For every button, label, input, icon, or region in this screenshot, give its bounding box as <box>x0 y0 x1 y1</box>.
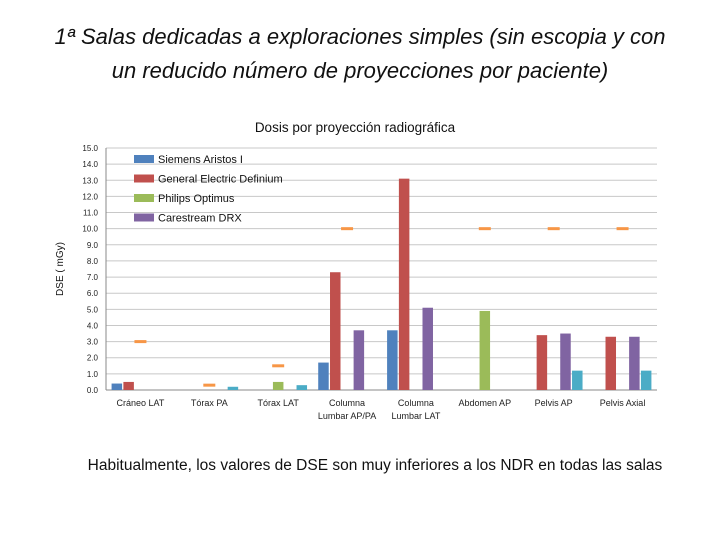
y-tick-label: 5.0 <box>87 305 99 314</box>
legend-swatch <box>134 174 154 183</box>
bar <box>272 381 284 390</box>
y-tick-label: 13.0 <box>82 176 98 185</box>
y-tick-label: 15.0 <box>82 144 98 153</box>
bar <box>605 336 617 390</box>
x-category-label: Columna <box>329 398 365 408</box>
y-tick-label: 14.0 <box>82 160 98 169</box>
footnote-text: Habitualmente, los valores de DSE son mu… <box>87 457 663 474</box>
reference-level-marker <box>272 364 285 368</box>
y-tick-label: 9.0 <box>87 241 99 250</box>
bar <box>560 333 571 390</box>
y-tick-label: 7.0 <box>87 273 99 282</box>
legend-label: Siemens Aristos I <box>158 154 243 166</box>
reference-level-marker <box>547 227 560 231</box>
legend-swatch <box>134 213 154 222</box>
x-category-label: Lumbar AP/PA <box>318 411 376 421</box>
legend-swatch <box>134 194 154 202</box>
bar <box>318 362 329 390</box>
bar <box>422 307 433 390</box>
bar <box>479 310 491 390</box>
y-tick-label: 4.0 <box>87 321 99 330</box>
y-tick-label: 6.0 <box>87 289 99 298</box>
y-tick-label: 10.0 <box>82 225 98 234</box>
reference-level-marker <box>478 227 491 231</box>
y-tick-label: 3.0 <box>87 338 99 347</box>
bar <box>330 272 341 390</box>
bar <box>387 330 398 390</box>
x-category-label: Lumbar LAT <box>392 411 441 421</box>
bar <box>398 178 410 390</box>
y-tick-label: 2.0 <box>87 354 99 363</box>
y-tick-label: 0.0 <box>87 386 99 395</box>
reference-level-marker <box>203 383 216 387</box>
slide-title-line-1: 1ª Salas dedicadas a exploraciones simpl… <box>54 24 666 49</box>
x-category-label: Tórax LAT <box>258 398 300 408</box>
slide-title: 1ª Salas dedicadas a exploraciones simpl… <box>10 20 710 88</box>
x-category-label: Pelvis Axial <box>600 398 646 408</box>
bar <box>536 335 548 390</box>
bar <box>640 370 652 390</box>
slide-title-line-2: un reducido número de proyecciones por p… <box>111 58 609 83</box>
y-tick-label: 11.0 <box>83 209 99 218</box>
y-axis-label: DSE ( mGy) <box>55 242 66 296</box>
y-tick-label: 12.0 <box>82 192 98 201</box>
bar <box>572 370 583 390</box>
bar <box>629 336 640 390</box>
x-category-label: Tórax PA <box>191 398 228 408</box>
x-category-label: Pelvis AP <box>535 398 573 408</box>
x-category-label: Columna <box>398 398 434 408</box>
reference-level-marker <box>134 340 147 344</box>
bar <box>123 381 134 390</box>
y-tick-label: 1.0 <box>87 370 99 379</box>
chart-title: Dosis por proyección radiográfica <box>254 120 456 135</box>
legend-label: General Electric Definium <box>158 174 283 186</box>
bar <box>111 383 123 390</box>
legend-label: Philips Optimus <box>158 193 235 205</box>
legend-swatch <box>134 155 154 163</box>
bar <box>353 330 365 390</box>
reference-level-marker <box>616 227 629 231</box>
bar <box>296 385 308 390</box>
y-tick-label: 8.0 <box>87 257 99 266</box>
bar <box>227 386 239 390</box>
x-category-label: Cráneo LAT <box>117 398 165 408</box>
legend-label: Carestream DRX <box>158 213 242 225</box>
reference-level-marker <box>341 227 354 231</box>
x-category-label: Abdomen AP <box>459 398 512 408</box>
